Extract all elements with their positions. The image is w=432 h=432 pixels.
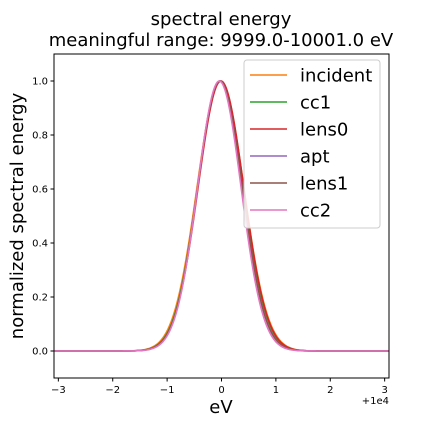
- x-tick-label: −1: [160, 385, 175, 396]
- y-tick-label: 0.2: [32, 293, 48, 304]
- x-tick-label: −2: [105, 385, 120, 396]
- legend: incident cc1 lens0 apt lens1 cc2: [243, 59, 381, 229]
- series-line-cc2: [54, 80, 389, 352]
- legend-label-lens1: lens1: [300, 174, 348, 195]
- legend-label-apt: apt: [300, 147, 330, 168]
- x-tick-label: 0: [218, 385, 224, 396]
- series-curves: [54, 80, 389, 352]
- legend-label-lens0: lens0: [300, 120, 348, 141]
- legend-label-incident: incident: [300, 66, 372, 87]
- x-tick-label: 3: [381, 385, 387, 396]
- x-axis-ticks: −3 −2 −1 0 1 2 3: [51, 378, 388, 396]
- legend-label-cc1: cc1: [300, 93, 331, 114]
- x-axis-label: eV: [209, 397, 233, 418]
- y-tick-label: 0.8: [32, 131, 48, 142]
- x-tick-label: 2: [327, 385, 333, 396]
- chart-title: spectral energy: [151, 9, 292, 30]
- y-axis-ticks: 0.0 0.2 0.4 0.6 0.8 1.0: [32, 77, 54, 358]
- y-axis-label: normalized spectral energy: [7, 92, 28, 339]
- y-tick-label: 0.0: [32, 347, 48, 358]
- legend-label-cc2: cc2: [300, 201, 331, 222]
- y-tick-label: 1.0: [32, 77, 48, 88]
- x-tick-label: 1: [273, 385, 279, 396]
- chart-subtitle: meaningful range: 9999.0-10001.0 eV: [49, 30, 394, 51]
- y-tick-label: 0.6: [32, 185, 48, 196]
- y-tick-label: 0.4: [32, 239, 48, 250]
- x-tick-label: −3: [51, 385, 66, 396]
- x-offset-label: +1e4: [362, 396, 389, 407]
- plot-frame: [53, 53, 390, 379]
